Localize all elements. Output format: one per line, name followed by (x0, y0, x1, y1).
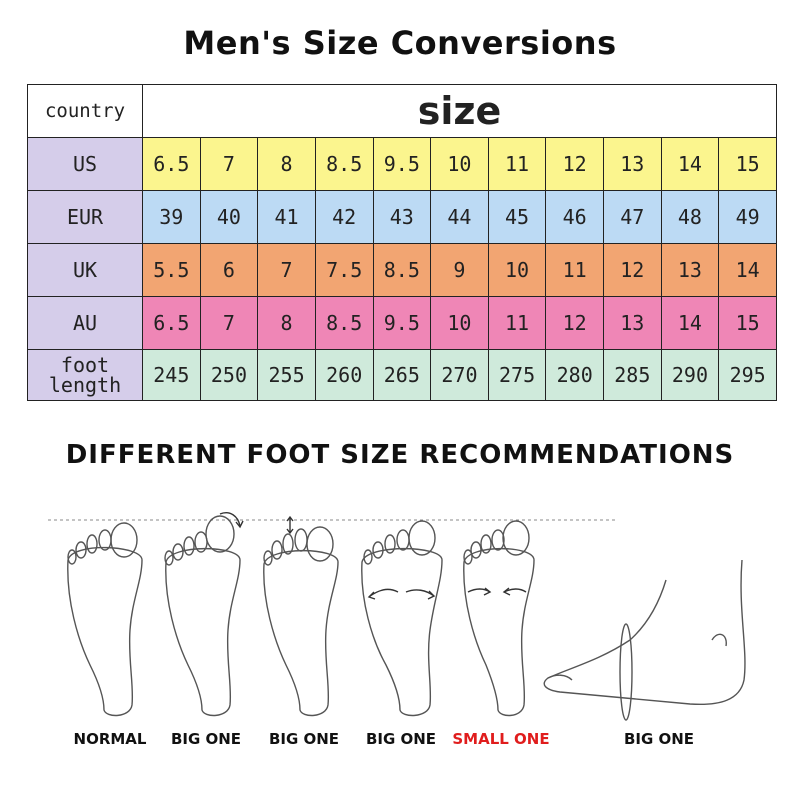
row-label-au: AU (27, 296, 143, 350)
cell-au: 12 (545, 296, 604, 350)
foot-big-one-icon (164, 512, 244, 717)
cell-au: 8.5 (314, 296, 374, 350)
table-row-au: AU 6.5 7 8 8.5 9.5 10 11 12 13 14 15 (27, 296, 777, 350)
cell-foot-length: 250 (199, 349, 259, 401)
cell-us: 14 (660, 137, 720, 191)
table-header-row: country size (27, 84, 777, 138)
cell-us: 15 (718, 137, 777, 191)
cell-uk: 12 (603, 243, 662, 297)
cell-au: 11 (487, 296, 547, 350)
cell-eur: 49 (718, 190, 777, 244)
cell-us: 8.5 (314, 137, 374, 191)
cell-foot-length: 245 (142, 349, 201, 401)
cell-us: 8 (257, 137, 316, 191)
cell-us: 13 (603, 137, 662, 191)
cell-uk: 13 (660, 243, 720, 297)
cell-uk: 5.5 (142, 243, 201, 297)
cell-foot-length: 290 (660, 349, 720, 401)
cell-uk: 10 (487, 243, 547, 297)
foot-small-one-icon (463, 520, 535, 717)
cell-au: 10 (430, 296, 489, 350)
cell-au: 13 (603, 296, 662, 350)
caption-big-one: BIG ONE (623, 730, 695, 748)
cell-eur: 47 (603, 190, 662, 244)
cell-foot-length: 275 (487, 349, 547, 401)
recommendations-heading: DIFFERENT FOOT SIZE RECOMMENDATIONS (65, 440, 735, 470)
cell-uk: 8.5 (372, 243, 432, 297)
caption-normal: NORMAL (73, 730, 147, 748)
cell-uk: 6 (199, 243, 259, 297)
cell-foot-length: 270 (430, 349, 489, 401)
cell-foot-length: 295 (718, 349, 777, 401)
cell-eur: 41 (257, 190, 316, 244)
cell-eur: 42 (314, 190, 374, 244)
cell-eur: 40 (199, 190, 259, 244)
cell-us: 7 (199, 137, 259, 191)
cell-uk: 7 (257, 243, 316, 297)
cell-foot-length: 255 (257, 349, 316, 401)
cell-au: 9.5 (372, 296, 432, 350)
cell-eur: 44 (430, 190, 489, 244)
size-header: size (142, 84, 777, 138)
cell-au: 8 (257, 296, 316, 350)
cell-eur: 39 (142, 190, 201, 244)
row-label-us: US (27, 137, 143, 191)
cell-au: 14 (660, 296, 720, 350)
row-label-eur: EUR (27, 190, 143, 244)
foot-big-one-icon (263, 515, 339, 717)
caption-big-one: BIG ONE (268, 730, 340, 748)
cell-foot-length: 265 (372, 349, 432, 401)
cell-us: 10 (430, 137, 489, 191)
page-title: Men's Size Conversions (183, 24, 617, 62)
cell-eur: 48 (660, 190, 720, 244)
cell-uk: 7.5 (314, 243, 374, 297)
cell-eur: 46 (545, 190, 604, 244)
cell-foot-length: 285 (603, 349, 662, 401)
foot-label-line2: length (48, 373, 122, 397)
cell-foot-length: 280 (545, 349, 604, 401)
cell-au: 6.5 (142, 296, 201, 350)
cell-uk: 9 (430, 243, 489, 297)
size-conversion-table: country size US 6.5 7 8 8.5 9.5 10 11 12… (27, 84, 777, 401)
caption-big-one: BIG ONE (365, 730, 437, 748)
foot-illustrations (48, 512, 746, 721)
foot-label-line1: foot (60, 353, 110, 377)
cell-uk: 14 (718, 243, 777, 297)
table-row-uk: UK 5.5 6 7 7.5 8.5 9 10 11 12 13 14 (27, 243, 777, 297)
cell-uk: 11 (545, 243, 604, 297)
cell-us: 12 (545, 137, 604, 191)
cell-eur: 45 (487, 190, 547, 244)
cell-foot-length: 260 (314, 349, 374, 401)
country-header: country (27, 84, 143, 138)
foot-side-view-icon (543, 559, 746, 721)
table-row-us: US 6.5 7 8 8.5 9.5 10 11 12 13 14 15 (27, 137, 777, 191)
cell-us: 6.5 (142, 137, 201, 191)
cell-eur: 43 (372, 190, 432, 244)
cell-au: 7 (199, 296, 259, 350)
foot-big-one-icon (361, 520, 443, 717)
foot-normal-icon (67, 522, 143, 717)
table-row-eur: EUR 39 40 41 42 43 44 45 46 47 48 49 (27, 190, 777, 244)
cell-us: 11 (487, 137, 547, 191)
cell-au: 15 (718, 296, 777, 350)
cell-us: 9.5 (372, 137, 432, 191)
table-row-foot-length: foot length 245 250 255 260 265 270 275 2… (27, 349, 777, 401)
row-label-uk: UK (27, 243, 143, 297)
row-label-foot-length: foot length (27, 349, 143, 401)
caption-small-one: SMALL ONE (452, 730, 550, 748)
caption-big-one: BIG ONE (170, 730, 242, 748)
